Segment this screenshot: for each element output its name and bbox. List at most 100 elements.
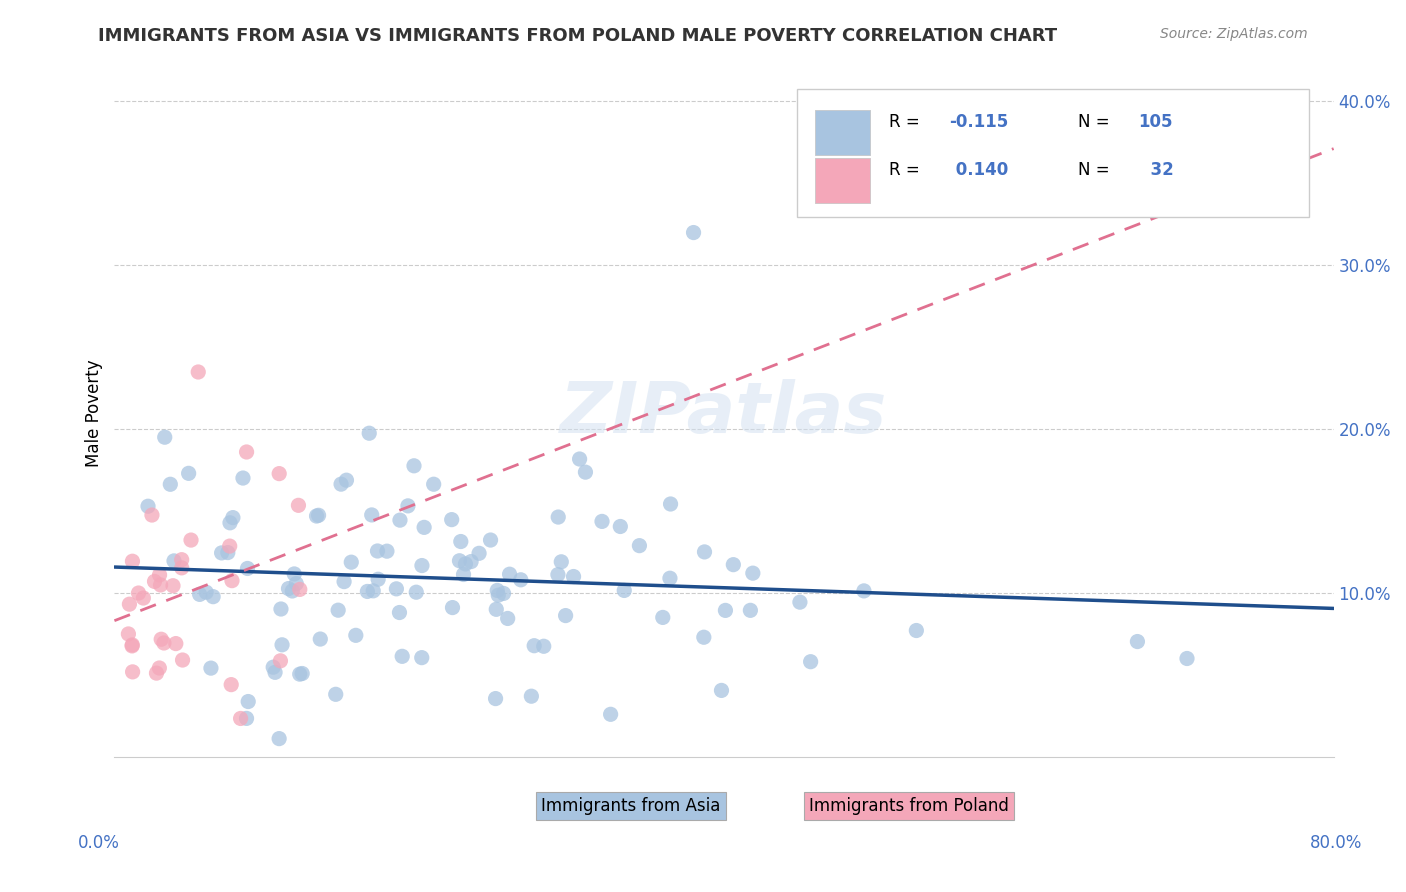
Point [188, 587, 211, 601]
Point [344, 628, 367, 642]
Point [523, 639, 546, 653]
Text: N =: N = [1077, 113, 1115, 131]
Point [413, 520, 436, 534]
Point [335, 473, 357, 487]
Text: R =: R = [889, 113, 925, 131]
Point [492, 586, 515, 600]
Point [682, 226, 704, 240]
Point [659, 497, 682, 511]
Point [388, 513, 411, 527]
Point [200, 661, 222, 675]
Text: 0.140: 0.140 [949, 161, 1008, 179]
Point [468, 546, 491, 560]
Point [325, 687, 347, 701]
Point [121, 639, 143, 653]
Point [170, 552, 193, 566]
Point [485, 602, 508, 616]
Point [269, 654, 291, 668]
Point [221, 574, 243, 588]
Point [651, 610, 673, 624]
Point [291, 666, 314, 681]
Point [484, 691, 506, 706]
Point [180, 533, 202, 547]
Point [422, 477, 444, 491]
Point [509, 573, 531, 587]
Point [554, 608, 576, 623]
Point [309, 632, 332, 646]
Point [219, 516, 242, 530]
Point [172, 653, 194, 667]
Point [340, 555, 363, 569]
Point [658, 571, 681, 585]
Point [388, 606, 411, 620]
Point [1175, 651, 1198, 665]
Point [440, 513, 463, 527]
Point [163, 554, 186, 568]
Point [411, 650, 433, 665]
Point [117, 627, 139, 641]
Point [262, 660, 284, 674]
Point [800, 655, 823, 669]
Point [405, 585, 427, 599]
Point [330, 477, 353, 491]
Point [361, 583, 384, 598]
Point [453, 567, 475, 582]
Point [143, 574, 166, 589]
Point [547, 567, 569, 582]
Point [385, 582, 408, 596]
Point [486, 583, 509, 598]
Point [333, 574, 356, 589]
Point [710, 683, 733, 698]
Point [628, 539, 651, 553]
Point [305, 509, 328, 524]
Point [121, 665, 143, 679]
Point [740, 603, 762, 617]
Point [288, 582, 311, 597]
Point [235, 711, 257, 725]
Point [270, 602, 292, 616]
Point [411, 558, 433, 573]
Point [236, 561, 259, 575]
Point [153, 430, 176, 444]
Text: 0.0%: 0.0% [77, 834, 120, 852]
Text: 80.0%: 80.0% [1309, 834, 1362, 852]
Point [789, 595, 811, 609]
Point [460, 555, 482, 569]
Point [195, 585, 218, 599]
Point [454, 557, 477, 571]
Point [264, 665, 287, 680]
Point [222, 510, 245, 524]
Point [450, 534, 472, 549]
Point [159, 477, 181, 491]
Point [550, 555, 572, 569]
Point [229, 711, 252, 725]
Y-axis label: Male Poverty: Male Poverty [86, 359, 103, 467]
FancyBboxPatch shape [797, 89, 1309, 217]
Text: 105: 105 [1139, 113, 1173, 131]
Point [852, 583, 875, 598]
Point [149, 578, 172, 592]
Point [211, 546, 233, 560]
Point [533, 640, 555, 654]
Point [145, 666, 167, 681]
Point [328, 603, 350, 617]
Point [723, 558, 745, 572]
Point [219, 678, 242, 692]
Point [162, 579, 184, 593]
Point [479, 533, 502, 547]
Point [486, 588, 509, 602]
Point [118, 597, 141, 611]
Point [128, 586, 150, 600]
Point [269, 731, 291, 746]
Point [232, 471, 254, 485]
Point [271, 638, 294, 652]
Point [402, 458, 425, 473]
Point [238, 694, 260, 708]
Text: R =: R = [889, 161, 925, 179]
Text: Source: ZipAtlas.com: Source: ZipAtlas.com [1160, 27, 1308, 41]
Point [693, 545, 716, 559]
Point [150, 632, 173, 647]
Point [136, 500, 159, 514]
Point [574, 465, 596, 479]
Point [153, 636, 176, 650]
